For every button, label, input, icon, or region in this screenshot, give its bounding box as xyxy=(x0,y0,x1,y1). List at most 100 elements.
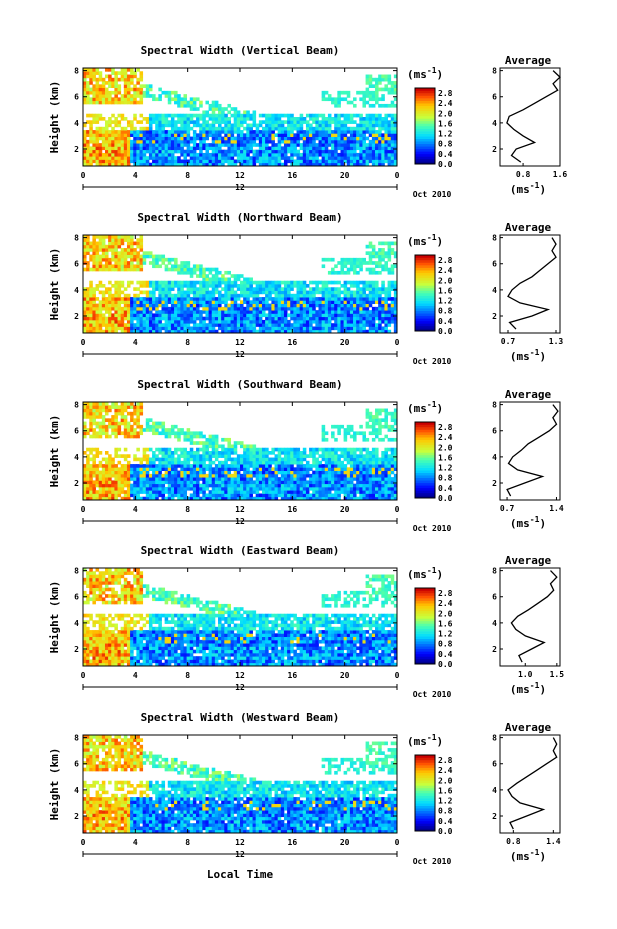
heatmap-cell xyxy=(393,162,398,167)
heatmap-cell xyxy=(290,159,294,164)
heatmap-cell xyxy=(139,90,144,95)
heatmap-cell xyxy=(130,81,134,85)
heatmap-cell xyxy=(240,146,244,151)
heatmap-cell xyxy=(104,434,109,439)
heatmap-cell xyxy=(83,257,87,262)
heatmap-cell xyxy=(324,162,329,167)
heatmap-cell xyxy=(375,139,379,144)
heatmap-cell xyxy=(92,146,96,151)
heatmap-cell xyxy=(98,310,103,314)
heatmap-cell xyxy=(183,496,188,501)
heatmap-cell xyxy=(202,447,206,452)
heatmap-cell xyxy=(249,139,253,144)
colorbar-frame xyxy=(414,254,436,332)
heatmap-cell xyxy=(283,329,288,334)
heatmap-cell xyxy=(133,251,137,255)
heatmap-cell xyxy=(108,477,112,481)
heatmap-cell xyxy=(177,496,181,501)
heatmap-cell xyxy=(208,123,213,128)
heatmap-cell xyxy=(252,133,257,137)
heatmap-cell xyxy=(205,464,209,468)
heatmap-cell xyxy=(368,81,373,85)
heatmap-cell xyxy=(349,326,354,331)
heatmap-cell xyxy=(375,120,379,124)
heatmap-cell xyxy=(277,280,282,285)
heatmap-cell xyxy=(145,84,150,88)
heatmap-cell xyxy=(214,464,219,468)
heatmap-cell xyxy=(218,120,222,124)
heatmap-cell xyxy=(199,293,203,298)
heatmap-cell xyxy=(174,490,178,494)
heatmap-cell xyxy=(218,303,222,308)
heatmap-cell xyxy=(111,244,115,249)
heatmap-cell xyxy=(214,113,219,118)
heatmap-cell xyxy=(104,287,109,291)
heatmap-cell xyxy=(161,257,166,262)
heatmap-cell xyxy=(261,473,266,478)
heatmap-cell xyxy=(98,319,103,324)
heatmap-cell xyxy=(365,146,370,151)
heatmap-cell xyxy=(170,287,175,291)
heatmap-cell xyxy=(362,159,366,164)
heatmap-cell xyxy=(302,293,307,298)
heatmap-cell xyxy=(287,149,291,154)
heatmap-cell xyxy=(343,319,348,324)
heatmap-cell xyxy=(302,139,307,144)
heatmap-cell xyxy=(371,120,376,124)
heatmap-cell xyxy=(192,152,197,157)
heatmap-cell xyxy=(218,126,222,131)
heatmap-cell xyxy=(230,156,235,160)
heatmap-cell xyxy=(312,126,316,131)
heatmap-cell xyxy=(249,457,253,462)
heatmap-cell xyxy=(349,126,354,131)
heatmap-cell xyxy=(174,280,178,285)
heatmap-cell xyxy=(265,319,269,324)
heatmap-cell xyxy=(305,326,310,331)
heatmap-cell xyxy=(104,74,109,79)
heatmap-cell xyxy=(218,493,222,498)
heatmap-cell xyxy=(158,126,162,131)
heatmap-cell xyxy=(309,300,313,304)
heatmap-cell xyxy=(120,300,125,304)
colorbar-segment xyxy=(415,298,435,301)
heatmap-cell xyxy=(108,434,112,439)
heatmap-cell xyxy=(205,467,209,471)
heatmap-cell xyxy=(155,454,159,458)
heatmap-cell xyxy=(224,313,228,318)
heatmap-cell xyxy=(114,287,118,291)
heatmap-cell xyxy=(174,493,178,498)
heatmap-cell xyxy=(170,457,175,462)
heatmap-cell xyxy=(221,107,225,111)
heatmap-cell xyxy=(381,146,385,151)
heatmap-cell xyxy=(161,483,166,488)
heatmap-cell xyxy=(148,84,153,88)
panel-title: Spectral Width (Vertical Beam) xyxy=(141,44,340,57)
heatmap-cell xyxy=(133,473,137,478)
heatmap-cell xyxy=(359,152,363,157)
heatmap-cell xyxy=(211,130,216,134)
heatmap-cell xyxy=(170,470,175,475)
heatmap-cell xyxy=(86,149,90,154)
heatmap-cell xyxy=(114,415,118,419)
heatmap-cell xyxy=(83,428,87,432)
heatmap-cell xyxy=(271,470,275,475)
heatmap-cell xyxy=(299,113,304,118)
heatmap-cell xyxy=(236,454,241,458)
heatmap-cell xyxy=(271,126,275,131)
heatmap-cell xyxy=(130,152,134,157)
panel-title: Spectral Width (Southward Beam) xyxy=(137,378,342,391)
heatmap-cell xyxy=(136,254,140,259)
heatmap-cell xyxy=(274,316,279,321)
heatmap-cell xyxy=(208,434,213,439)
heatmap-cell xyxy=(233,451,238,455)
heatmap-cell xyxy=(199,496,203,501)
heatmap-cell xyxy=(271,152,275,157)
heatmap-cell xyxy=(180,159,184,164)
heatmap-cell xyxy=(161,162,166,167)
heatmap-cell xyxy=(246,447,250,452)
heatmap-cell xyxy=(186,146,191,151)
heatmap-cell xyxy=(274,329,279,334)
heatmap-cell xyxy=(123,267,128,272)
heatmap-cell xyxy=(205,480,209,485)
heatmap-cell xyxy=(120,284,125,288)
